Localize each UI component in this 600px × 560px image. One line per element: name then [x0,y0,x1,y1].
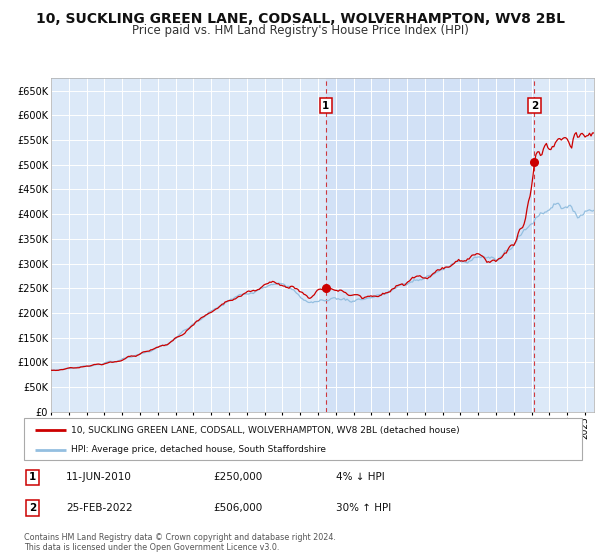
Text: Price paid vs. HM Land Registry's House Price Index (HPI): Price paid vs. HM Land Registry's House … [131,24,469,37]
Text: 10, SUCKLING GREEN LANE, CODSALL, WOLVERHAMPTON, WV8 2BL (detached house): 10, SUCKLING GREEN LANE, CODSALL, WOLVER… [71,426,460,435]
Text: Contains HM Land Registry data © Crown copyright and database right 2024.: Contains HM Land Registry data © Crown c… [24,533,336,542]
Text: 30% ↑ HPI: 30% ↑ HPI [337,503,392,513]
Text: 25-FEB-2022: 25-FEB-2022 [66,503,133,513]
Text: 1: 1 [322,101,329,110]
Text: 2: 2 [531,101,538,110]
Bar [326,78,535,412]
Text: This data is licensed under the Open Government Licence v3.0.: This data is licensed under the Open Gov… [24,543,280,552]
Text: HPI: Average price, detached house, South Staffordshire: HPI: Average price, detached house, Sout… [71,445,326,454]
Text: 10, SUCKLING GREEN LANE, CODSALL, WOLVERHAMPTON, WV8 2BL: 10, SUCKLING GREEN LANE, CODSALL, WOLVER… [35,12,565,26]
Text: £250,000: £250,000 [214,472,263,482]
Text: 4% ↓ HPI: 4% ↓ HPI [337,472,385,482]
Text: £506,000: £506,000 [214,503,263,513]
Text: 2: 2 [29,503,36,513]
Text: 1: 1 [29,472,36,482]
Text: 11-JUN-2010: 11-JUN-2010 [66,472,132,482]
